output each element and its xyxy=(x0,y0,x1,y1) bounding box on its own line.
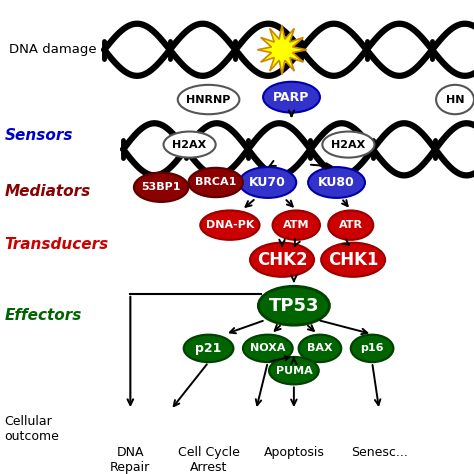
Ellipse shape xyxy=(178,85,239,114)
Ellipse shape xyxy=(322,132,374,158)
Ellipse shape xyxy=(134,173,189,202)
Ellipse shape xyxy=(321,243,385,277)
Text: DNA-PK: DNA-PK xyxy=(206,220,254,230)
Text: HN: HN xyxy=(446,94,465,105)
Text: H2AX: H2AX xyxy=(331,139,365,150)
Text: p16: p16 xyxy=(360,343,384,354)
Text: Mediators: Mediators xyxy=(5,184,91,200)
Text: KU80: KU80 xyxy=(318,176,355,189)
Ellipse shape xyxy=(189,168,243,197)
Ellipse shape xyxy=(258,286,329,325)
Text: DNA damage: DNA damage xyxy=(9,43,97,56)
Ellipse shape xyxy=(299,335,341,362)
Text: KU70: KU70 xyxy=(249,176,286,189)
Ellipse shape xyxy=(243,335,292,362)
Text: HNRNP: HNRNP xyxy=(186,94,231,105)
Text: Cellular
outcome: Cellular outcome xyxy=(5,415,60,443)
Text: Apoptosis: Apoptosis xyxy=(264,446,324,458)
Text: DNA
Repair: DNA Repair xyxy=(110,446,150,474)
Ellipse shape xyxy=(308,167,365,198)
Ellipse shape xyxy=(328,210,373,240)
Ellipse shape xyxy=(164,132,216,158)
Text: p21: p21 xyxy=(195,342,222,355)
Ellipse shape xyxy=(273,210,320,240)
Text: BAX: BAX xyxy=(307,343,333,354)
Ellipse shape xyxy=(351,335,393,362)
Ellipse shape xyxy=(183,335,233,362)
Text: 53BP1: 53BP1 xyxy=(141,182,181,192)
Text: CHK2: CHK2 xyxy=(257,251,307,269)
Ellipse shape xyxy=(263,82,320,112)
Ellipse shape xyxy=(239,167,296,198)
Text: Cell Cycle
Arrest: Cell Cycle Arrest xyxy=(178,446,239,474)
Text: Effectors: Effectors xyxy=(5,308,82,323)
Text: ATR: ATR xyxy=(339,220,363,230)
Ellipse shape xyxy=(436,85,474,114)
Text: H2AX: H2AX xyxy=(173,139,207,150)
Text: Senesc...: Senesc... xyxy=(351,446,408,458)
Text: Sensors: Sensors xyxy=(5,128,73,143)
Text: BRCA1: BRCA1 xyxy=(195,177,237,188)
Text: ATM: ATM xyxy=(283,220,310,230)
Ellipse shape xyxy=(269,357,319,384)
Text: CHK1: CHK1 xyxy=(328,251,378,269)
Text: Transducers: Transducers xyxy=(5,237,109,252)
Ellipse shape xyxy=(250,243,314,277)
Text: TP53: TP53 xyxy=(269,297,319,315)
Text: NOXA: NOXA xyxy=(250,343,285,354)
Polygon shape xyxy=(257,25,307,74)
Text: PARP: PARP xyxy=(273,91,310,104)
Text: PUMA: PUMA xyxy=(275,365,312,376)
Ellipse shape xyxy=(200,210,259,240)
